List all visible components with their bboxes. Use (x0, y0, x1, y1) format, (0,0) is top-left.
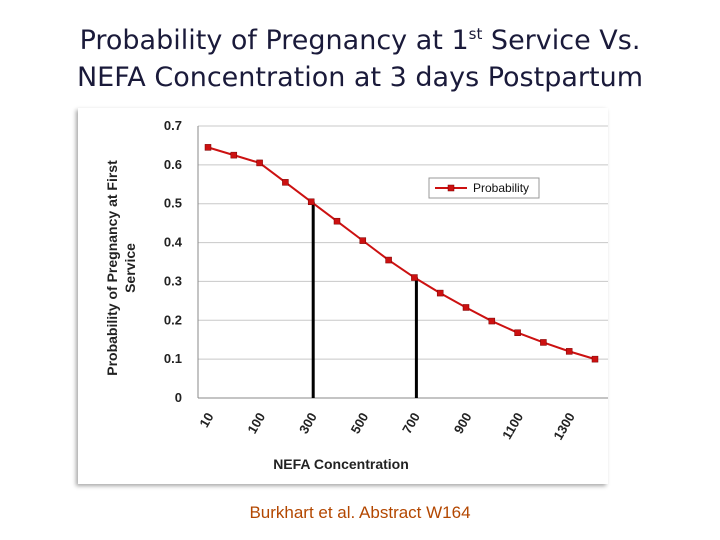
x-tick-label: 100 (244, 410, 268, 436)
legend-label-probability: Probability (473, 181, 529, 195)
y-tick-labels: 0 0.1 0.2 0.3 0.4 0.5 0.6 0.7 (164, 118, 183, 405)
y-tick-label: 0.1 (164, 351, 182, 366)
data-point (514, 329, 521, 336)
x-tick-labels: 10 100 300 500 700 900 1100 1300 150 (196, 410, 608, 443)
data-point (333, 217, 341, 225)
data-point (565, 348, 573, 355)
x-tick-label-group: 700 (399, 410, 423, 436)
gridlines (198, 125, 608, 360)
legend-box (428, 177, 540, 199)
x-tick-label: 700 (399, 410, 423, 436)
x-tick-label-group: 500 (348, 410, 372, 436)
x-tick-label-group: 10 (196, 410, 216, 430)
data-point (204, 144, 212, 151)
x-tick-label-group: 1100 (499, 410, 526, 442)
data-point (307, 198, 315, 206)
x-tick-label: 300 (296, 410, 320, 436)
x-tick-label: 1100 (499, 410, 526, 442)
data-point (385, 256, 392, 264)
y-tick-label: 0.3 (164, 273, 182, 288)
data-point (282, 179, 289, 186)
y-tick-label: 0.4 (164, 235, 183, 250)
x-tick-label: 1300 (550, 410, 577, 443)
y-axis-title: Probability of Pregnancy at First Servic… (104, 160, 138, 376)
y-axis-title-line2: Service (122, 243, 138, 293)
data-point (359, 237, 367, 244)
legend-marker-swatch (447, 184, 455, 192)
axes (197, 126, 608, 399)
series-line (207, 146, 596, 361)
data-point (230, 151, 238, 159)
x-tick-label-group: 150 (606, 410, 608, 436)
data-point (488, 317, 496, 325)
reference-lines (311, 201, 418, 398)
chart-frame: 0 0.1 0.2 0.3 0.4 0.5 0.6 0.7 10 100 300 500 700 900… (78, 108, 608, 484)
data-point (436, 289, 444, 297)
x-tick-label-group: 100 (244, 410, 268, 436)
title-superscript: st (468, 25, 483, 43)
data-point (256, 159, 263, 167)
series-probability (204, 144, 599, 363)
x-tick-label-group: 900 (451, 410, 475, 436)
y-tick-label: 0.2 (164, 312, 182, 327)
y-tick-label: 0.6 (164, 157, 182, 172)
y-tick-label: 0 (175, 390, 182, 405)
title-text-part1: Probability of Pregnancy at 1 (79, 25, 469, 56)
y-axis-title-line1: Probability of Pregnancy at First (104, 160, 120, 376)
data-point (540, 339, 547, 346)
data-point (411, 274, 418, 281)
title-line-2: NEFA Concentration at 3 days Postpartum (76, 62, 643, 93)
x-tick-label-group: 300 (296, 410, 320, 436)
data-point (462, 304, 470, 311)
title-text-part2: Service Vs. (482, 25, 641, 56)
legend: Probability (428, 177, 540, 199)
x-axis-title: NEFA Concentration (273, 456, 409, 472)
x-tick-label: 10 (196, 410, 216, 430)
line-chart: 0 0.1 0.2 0.3 0.4 0.5 0.6 0.7 10 100 300 500 700 900… (104, 118, 608, 472)
x-tick-label: 150 (606, 410, 608, 436)
x-tick-label: 900 (451, 410, 475, 436)
y-tick-label: 0.5 (164, 196, 182, 211)
citation: Burkhart et al. Abstract W164 (249, 503, 471, 522)
y-tick-label: 0.7 (164, 118, 182, 133)
slide-title: Probability of Pregnancy at 1st Service … (0, 22, 720, 96)
x-tick-label-group: 1300 (550, 410, 577, 443)
data-point (591, 355, 599, 363)
title-line-1: Probability of Pregnancy at 1st Service … (0, 22, 720, 59)
x-tick-label: 500 (348, 410, 372, 436)
